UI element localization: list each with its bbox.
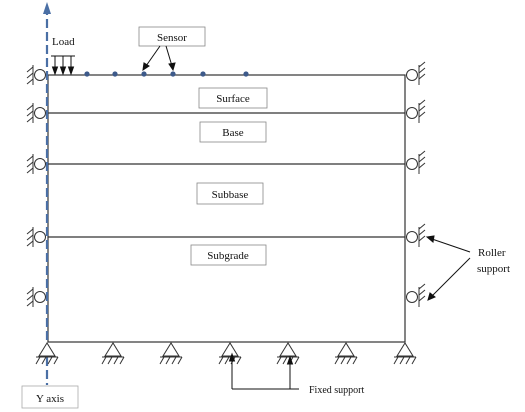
- fixed-support-icon: [334, 342, 358, 365]
- sensor-pointer-arrows-icon: [142, 45, 176, 72]
- roller-support-icon: [406, 150, 426, 174]
- sensor-dot: [141, 71, 147, 77]
- load: Load: [51, 36, 75, 76]
- roller-support-icon: [26, 154, 46, 174]
- sensor-dot: [84, 71, 90, 77]
- layer-surface-label: Surface: [216, 93, 250, 105]
- layer-subgrade: Subgrade: [190, 244, 267, 266]
- sensor-dots: [84, 71, 249, 77]
- model-domain: [47, 74, 406, 343]
- layer-subbase: Subbase: [196, 182, 264, 205]
- sensor-dot: [170, 71, 176, 77]
- fixed-support-label: Fixed support: [309, 385, 365, 396]
- roller-support-icon: [26, 65, 46, 85]
- sensor: Sensor: [84, 26, 249, 77]
- fixed-support-icon: [276, 342, 300, 365]
- y-axis-label: Y axis: [36, 393, 64, 405]
- fixed-support-callout: Fixed support: [228, 352, 365, 396]
- roller-support-icon: [406, 61, 426, 85]
- layer-base: Base: [199, 121, 267, 143]
- roller-support-callout: Roller support: [425, 235, 510, 301]
- roller-support-icon: [26, 103, 46, 123]
- sensor-dot: [243, 71, 249, 77]
- y-axis-label-box: Y axis: [21, 385, 79, 409]
- roller-pointer-arrows-icon: [425, 235, 471, 301]
- fixed-support-icon: [35, 342, 59, 365]
- layer-labels: Surface Base Subbase Subgrade: [190, 87, 268, 266]
- load-label: Load: [52, 36, 75, 48]
- load-arrows-icon: [51, 55, 75, 76]
- layer-subbase-label: Subbase: [212, 189, 249, 201]
- fixed-supports: [35, 342, 417, 365]
- y-axis-arrowhead: [43, 2, 51, 14]
- layer-base-label: Base: [222, 127, 244, 139]
- fixed-pointer-arrows-icon: [228, 352, 299, 390]
- layer-subgrade-label: Subgrade: [207, 250, 249, 262]
- fixed-support-icon: [101, 342, 125, 365]
- roller-support-icon: [26, 287, 46, 307]
- model-boundary: [47, 74, 406, 343]
- roller-support-icon: [406, 283, 426, 307]
- roller-label-line1: Roller: [478, 247, 506, 259]
- roller-support-icon: [406, 99, 426, 123]
- roller-support-icon: [406, 223, 426, 247]
- sensor-dot: [200, 71, 206, 77]
- sensor-label: Sensor: [157, 32, 187, 44]
- fixed-support-icon: [393, 342, 417, 365]
- roller-support-icon: [26, 227, 46, 247]
- left-roller-supports: [26, 65, 46, 307]
- roller-label-line2: support: [477, 263, 510, 275]
- sensor-dot: [112, 71, 118, 77]
- fixed-support-icon: [159, 342, 183, 365]
- right-roller-supports: [406, 61, 426, 307]
- layer-surface: Surface: [198, 87, 268, 109]
